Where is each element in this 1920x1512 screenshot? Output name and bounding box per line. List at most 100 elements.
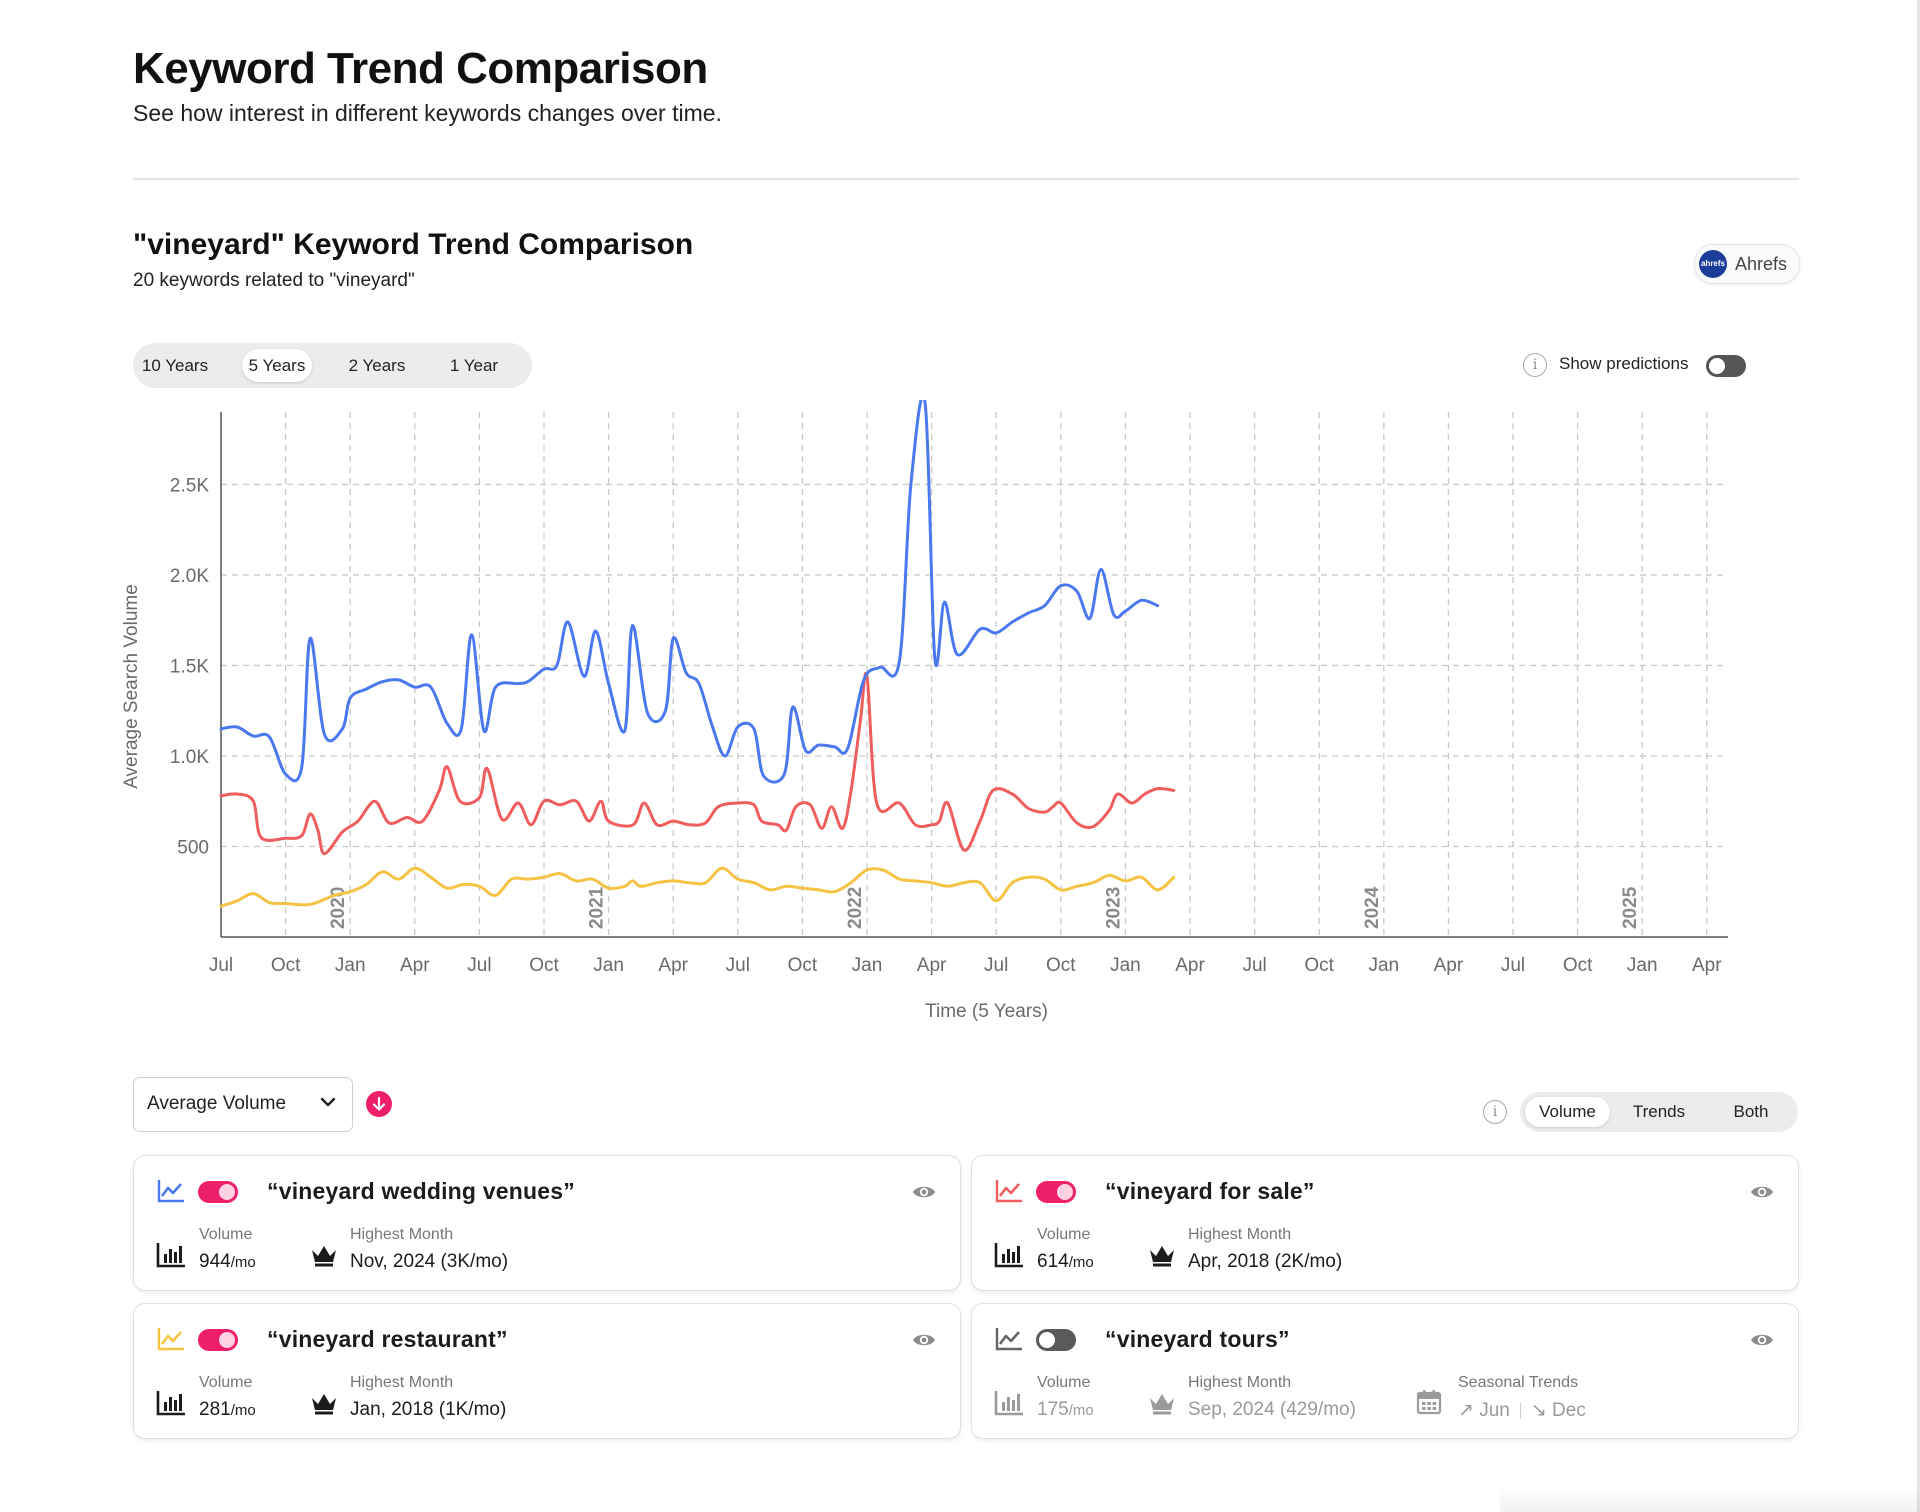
trend-line-icon bbox=[995, 1328, 1022, 1351]
section-title: "vineyard" Keyword Trend Comparison bbox=[133, 228, 694, 261]
calendar-icon bbox=[1416, 1390, 1442, 1415]
x-tick-label: Jul bbox=[726, 955, 750, 976]
view-mode-tabs: Volume Trends Both bbox=[1520, 1092, 1798, 1132]
keyword-visibility-toggle[interactable] bbox=[1036, 1181, 1076, 1203]
x-tick-label: Apr bbox=[917, 955, 947, 976]
crown-icon bbox=[312, 1246, 336, 1267]
year-label: 2023 bbox=[1103, 887, 1124, 929]
source-badge-label: Ahrefs bbox=[1735, 254, 1788, 274]
keyword-card[interactable]: “vineyard for sale” Volume 614/mo Highes… bbox=[971, 1155, 1799, 1291]
keyword-title: “vineyard tours” bbox=[1105, 1326, 1290, 1352]
crown-icon bbox=[1150, 1246, 1174, 1267]
x-tick-label: Apr bbox=[1434, 955, 1464, 976]
eye-icon[interactable] bbox=[912, 1180, 936, 1204]
highest-month-value: Jan, 2018 (1K/mo) bbox=[350, 1399, 507, 1420]
keyword-visibility-toggle[interactable] bbox=[198, 1181, 238, 1203]
x-tick-label: Jul bbox=[1242, 955, 1266, 976]
volume-label: Volume bbox=[199, 1226, 253, 1243]
year-label: 2024 bbox=[1362, 886, 1383, 929]
bar-chart-icon bbox=[156, 1391, 185, 1416]
x-tick-label: Jul bbox=[1501, 955, 1525, 976]
page-edge bbox=[1917, 0, 1920, 1512]
bar-chart-icon bbox=[156, 1243, 185, 1268]
volume-label: Volume bbox=[199, 1374, 253, 1391]
x-tick-label: Oct bbox=[1046, 955, 1076, 976]
x-tick-label: Jan bbox=[1110, 955, 1141, 976]
view-info-icon[interactable]: i bbox=[1483, 1100, 1507, 1124]
keyword-card[interactable]: “vineyard restaurant” Volume 281/mo High… bbox=[133, 1303, 961, 1439]
series-line bbox=[219, 400, 1160, 784]
time-range-tabs: 10 Years 5 Years 2 Years 1 Year bbox=[133, 343, 532, 388]
source-badge[interactable]: ahrefs Ahrefs bbox=[1694, 244, 1800, 284]
keyword-card[interactable]: “vineyard wedding venues” Volume 944/mo … bbox=[133, 1155, 961, 1291]
x-tick-label: Jan bbox=[1627, 955, 1658, 976]
predictions-info-icon[interactable]: i bbox=[1523, 353, 1547, 377]
show-predictions-toggle[interactable] bbox=[1706, 355, 1746, 377]
keyword-visibility-toggle[interactable] bbox=[198, 1329, 238, 1351]
eye-icon[interactable] bbox=[1750, 1180, 1774, 1204]
tab-both[interactable]: Both bbox=[1733, 1102, 1769, 1121]
highest-month-label: Highest Month bbox=[1188, 1226, 1292, 1243]
x-tick-label: Apr bbox=[1175, 955, 1205, 976]
x-tick-label: Oct bbox=[788, 955, 818, 976]
series-line bbox=[219, 671, 1176, 856]
x-tick-label: Apr bbox=[658, 955, 688, 976]
x-tick-label: Oct bbox=[529, 955, 559, 976]
y-tick-label: 500 bbox=[177, 837, 209, 858]
x-axis-title: Time (5 Years) bbox=[925, 1001, 1048, 1022]
keyword-title: “vineyard for sale” bbox=[1105, 1178, 1315, 1204]
show-predictions-label: Show predictions bbox=[1559, 354, 1689, 373]
y-tick-label: 1.0K bbox=[170, 747, 209, 768]
trend-line-icon bbox=[157, 1180, 184, 1203]
sort-select-value: Average Volume bbox=[147, 1093, 287, 1114]
seasonal-trends-value: ↗ Jun ↘ Dec bbox=[1458, 1400, 1586, 1421]
volume-value: 281/mo bbox=[199, 1399, 256, 1420]
eye-icon[interactable] bbox=[1750, 1328, 1774, 1352]
sort-select[interactable]: Average Volume bbox=[133, 1077, 353, 1132]
crown-icon bbox=[312, 1394, 336, 1415]
eye-icon[interactable] bbox=[912, 1328, 936, 1352]
crown-icon bbox=[1150, 1394, 1174, 1415]
keyword-title: “vineyard restaurant” bbox=[267, 1326, 508, 1352]
tab-volume[interactable]: Volume bbox=[1525, 1097, 1610, 1127]
bar-chart-icon bbox=[994, 1243, 1023, 1268]
x-tick-label: Jan bbox=[593, 955, 624, 976]
keyword-card[interactable]: “vineyard tours” Volume 175/mo Highest M… bbox=[971, 1303, 1799, 1439]
volume-label: Volume bbox=[1037, 1226, 1091, 1243]
keyword-title: “vineyard wedding venues” bbox=[267, 1178, 575, 1204]
page-title: Keyword Trend Comparison bbox=[133, 44, 708, 93]
tab-2-years[interactable]: 2 Years bbox=[348, 356, 406, 375]
x-tick-label: Jan bbox=[1368, 955, 1399, 976]
highest-month-label: Highest Month bbox=[350, 1226, 454, 1243]
highest-month-label: Highest Month bbox=[350, 1374, 454, 1391]
arrow-down-right-icon: ↘ bbox=[1530, 1400, 1547, 1421]
tab-trends[interactable]: Trends bbox=[1632, 1102, 1686, 1121]
sort-direction-button[interactable] bbox=[366, 1091, 392, 1117]
year-label: 2025 bbox=[1620, 886, 1641, 929]
y-tick-label: 2.0K bbox=[170, 566, 209, 587]
tab-1-year[interactable]: 1 Year bbox=[449, 356, 499, 375]
x-tick-label: Jul bbox=[467, 955, 491, 976]
chevron-down-icon bbox=[320, 1097, 336, 1107]
highest-month-value: Apr, 2018 (2K/mo) bbox=[1188, 1251, 1343, 1272]
year-label: 2021 bbox=[587, 886, 608, 929]
highest-month-value: Sep, 2024 (429/mo) bbox=[1188, 1399, 1356, 1420]
trend-line-icon bbox=[157, 1328, 184, 1351]
year-label: 2022 bbox=[845, 887, 866, 929]
tab-5-years[interactable]: 5 Years bbox=[242, 349, 312, 382]
x-tick-label: Apr bbox=[400, 955, 430, 976]
x-tick-label: Oct bbox=[1304, 955, 1334, 976]
volume-value: 944/mo bbox=[199, 1251, 256, 1272]
x-tick-label: Oct bbox=[271, 955, 301, 976]
keyword-visibility-toggle[interactable] bbox=[1036, 1329, 1076, 1351]
tab-10-years[interactable]: 10 Years bbox=[141, 356, 209, 375]
series-line bbox=[219, 866, 1176, 908]
x-tick-label: Jul bbox=[209, 955, 233, 976]
divider bbox=[133, 178, 1799, 180]
y-tick-label: 1.5K bbox=[170, 656, 209, 677]
year-label: 2020 bbox=[328, 887, 349, 929]
trend-line-icon bbox=[995, 1180, 1022, 1203]
arrow-down-icon bbox=[372, 1096, 386, 1111]
section-subtitle: 20 keywords related to "vineyard" bbox=[133, 270, 415, 291]
x-tick-label: Jan bbox=[335, 955, 366, 976]
